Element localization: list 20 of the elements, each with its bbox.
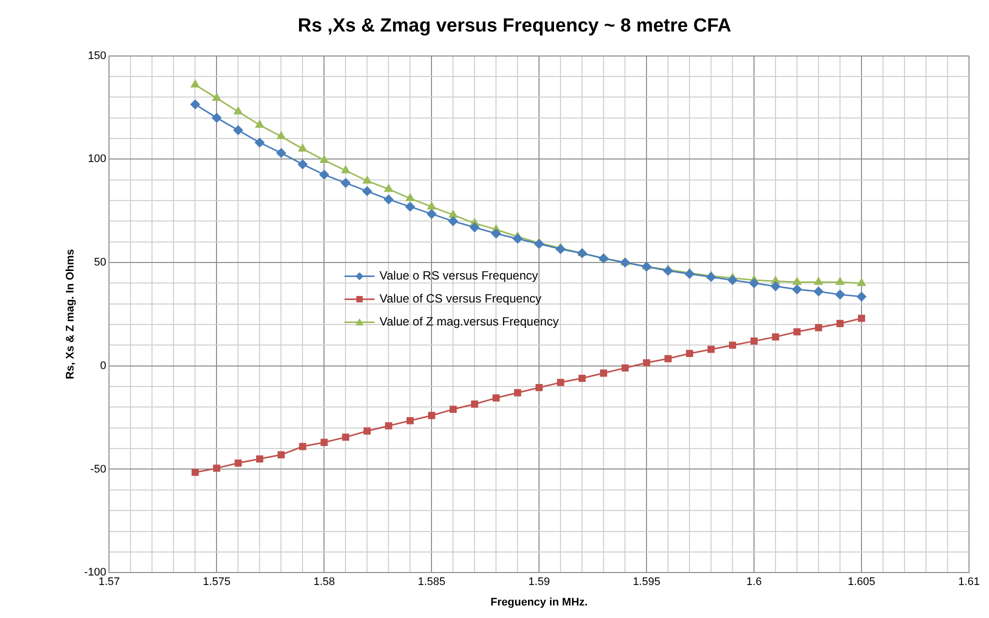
x-tick-label: 1.605 [848, 576, 876, 588]
y-tick-label: 0 [100, 360, 106, 372]
y-tick-label: 150 [88, 50, 106, 62]
x-axis-title: Freguency in MHz. [490, 596, 588, 608]
y-tick-label: -50 [90, 463, 106, 476]
legend-label: Value of Z mag.versus Frequency [380, 314, 559, 329]
x-tick-label: 1.58 [313, 576, 335, 588]
legend-label: Value o RS versus Frequency [380, 268, 538, 283]
legend-label: Value of CS versus Frequency [380, 292, 542, 306]
chart-title: Rs ,Xs & Zmag versus Frequency ~ 8 metre CFA [298, 16, 732, 37]
x-tick-label: 1.585 [418, 576, 446, 588]
x-tick-label: 1.59 [528, 576, 550, 588]
y-axis-title: Rs, Xs & Z mag. In Ohms [64, 249, 77, 380]
y-tick-label: 100 [88, 153, 106, 166]
x-tick-label: 1.575 [202, 576, 230, 588]
y-tick-label: 50 [94, 256, 106, 269]
x-tick-label: 1.6 [746, 576, 762, 588]
x-tick-label: 1.595 [632, 576, 660, 588]
x-tick-label: 1.57 [98, 576, 120, 588]
x-tick-label: 1.61 [958, 576, 980, 588]
